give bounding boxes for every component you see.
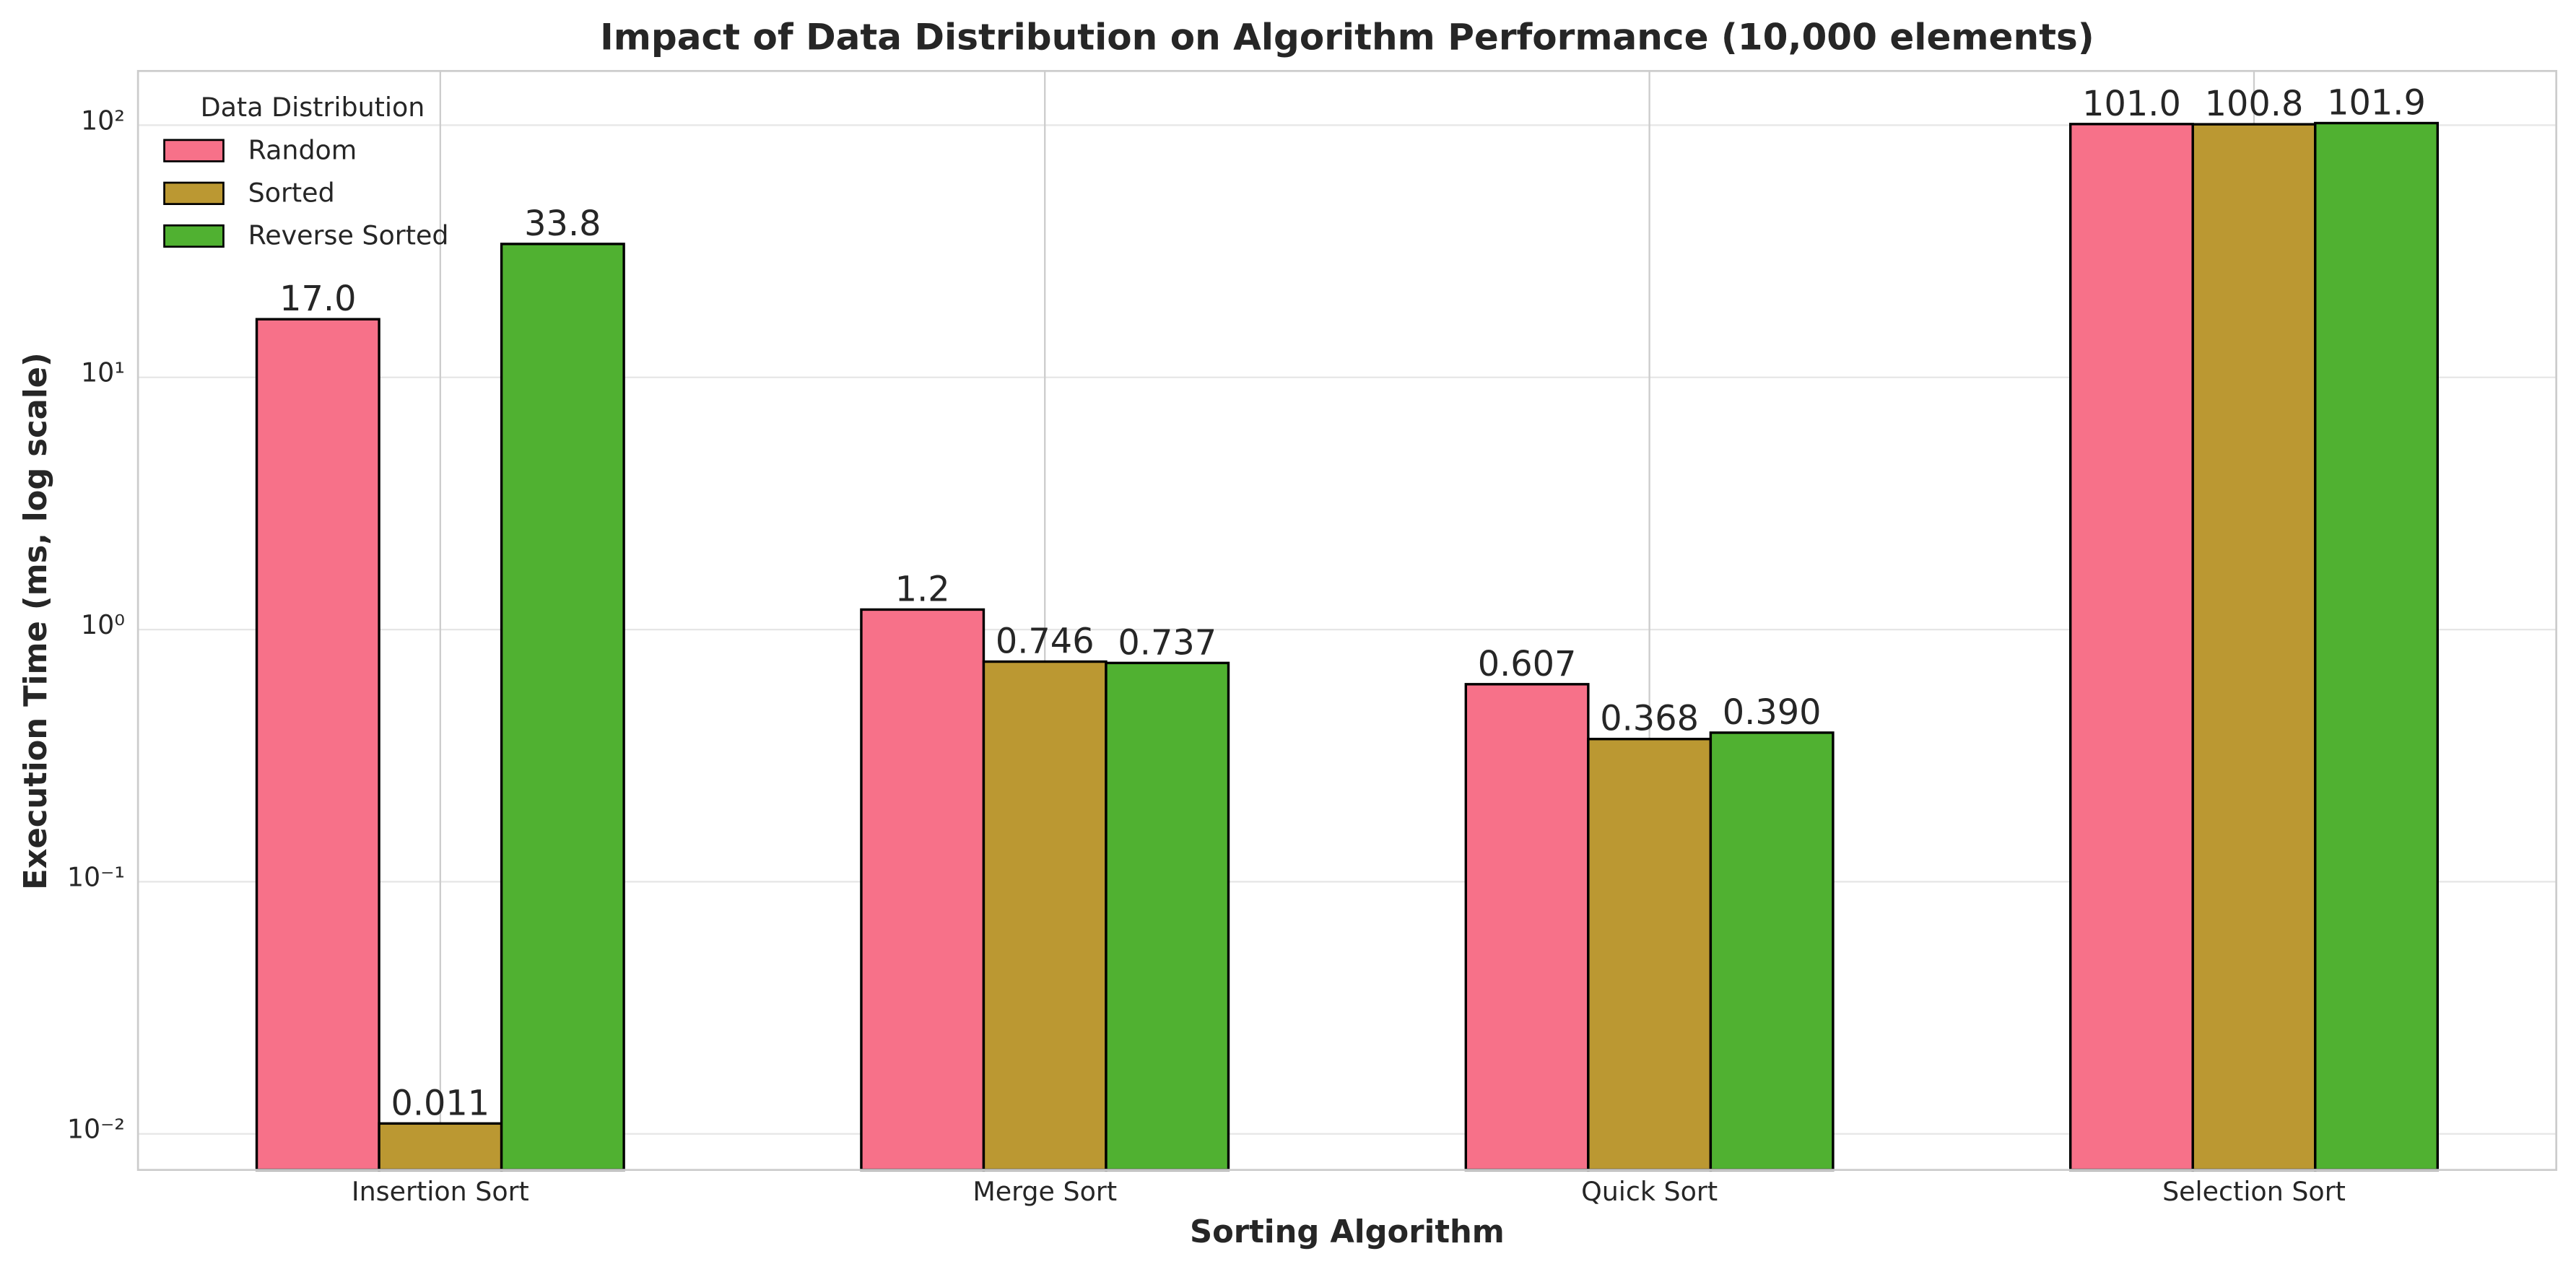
- x-tick-label: Quick Sort: [1581, 1176, 1718, 1207]
- value-label: 100.8: [2205, 84, 2304, 124]
- value-label: 101.9: [2327, 83, 2426, 123]
- value-label: 0.011: [391, 1084, 489, 1123]
- bar: [1105, 661, 1230, 1172]
- x-tick-label: Insertion Sort: [352, 1176, 529, 1207]
- value-label: 0.368: [1600, 699, 1699, 739]
- bar: [500, 243, 625, 1172]
- y-tick-label: 10²: [81, 105, 125, 136]
- bar: [255, 318, 380, 1172]
- legend-label: Random: [248, 134, 357, 165]
- x-axis-label: Sorting Algorithm: [1190, 1214, 1505, 1250]
- y-tick-label: 10¹: [81, 357, 125, 388]
- y-tick-label: 10⁰: [81, 609, 125, 640]
- value-label: 17.0: [279, 279, 356, 319]
- value-label: 101.0: [2082, 84, 2181, 124]
- legend-swatch: [163, 224, 225, 248]
- bar: [1464, 683, 1590, 1172]
- bar: [2069, 123, 2194, 1172]
- plot-frame: [136, 69, 2558, 1171]
- value-label: 0.737: [1118, 623, 1217, 663]
- y-axis-label: Execution Time (ms, log scale): [18, 352, 54, 890]
- bar: [982, 660, 1108, 1172]
- x-tick-label: Merge Sort: [972, 1176, 1117, 1207]
- y-tick-label: 10⁻¹: [67, 861, 125, 892]
- bar: [1709, 731, 1835, 1172]
- legend-label: Reverse Sorted: [248, 220, 449, 251]
- legend-swatch: [163, 181, 225, 205]
- legend-swatch: [163, 139, 225, 162]
- x-tick-label: Selection Sort: [2162, 1176, 2346, 1207]
- legend-title: Data Distribution: [201, 92, 425, 123]
- bar: [2314, 121, 2439, 1172]
- value-label: 0.607: [1478, 645, 1577, 684]
- value-label: 0.746: [996, 622, 1095, 662]
- bar: [378, 1122, 503, 1172]
- bar: [2191, 123, 2317, 1172]
- value-label: 0.390: [1723, 693, 1822, 733]
- y-tick-label: 10⁻²: [67, 1114, 125, 1145]
- bar: [860, 608, 985, 1172]
- value-label: 33.8: [524, 204, 601, 244]
- chart-title: Impact of Data Distribution on Algorithm…: [600, 17, 2094, 58]
- legend-label: Sorted: [248, 177, 335, 208]
- bar: [1587, 738, 1713, 1172]
- value-label: 1.2: [895, 570, 950, 609]
